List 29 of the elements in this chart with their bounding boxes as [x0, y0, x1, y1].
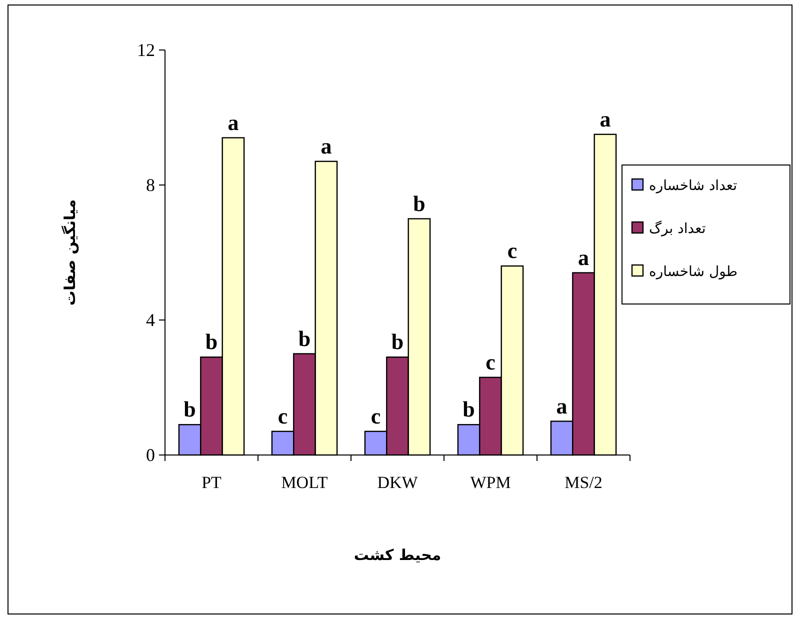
y-tick-label: 8 [146, 175, 155, 195]
data-label: b [205, 329, 218, 354]
data-label: c [278, 403, 288, 428]
data-label: b [391, 329, 404, 354]
data-label: a [228, 110, 239, 135]
data-label: b [413, 190, 426, 216]
y-tick-label: 12 [137, 40, 155, 60]
data-label: b [298, 326, 311, 351]
y-tick-label: 4 [146, 310, 155, 330]
data-label: c [507, 238, 518, 263]
data-label: b [184, 396, 196, 422]
y-tick-label: 0 [146, 445, 155, 465]
legend-label: طول شاخساره [649, 264, 738, 280]
x-tick-label: WPM [470, 473, 511, 492]
legend-label: تعداد برگ [649, 220, 706, 237]
data-label: a [600, 106, 611, 132]
data-label: c [486, 349, 496, 374]
data-label: a [556, 393, 568, 418]
legend-label: تعداد شاخساره [649, 178, 738, 194]
x-tick-label: PT [202, 473, 222, 492]
data-label: a [578, 244, 589, 270]
x-tick-label: MS/2 [564, 473, 602, 492]
x-axis-title: محیط کشت [354, 546, 442, 564]
y-axis-title: میانگین صفات [61, 199, 79, 306]
data-label: c [370, 403, 381, 428]
data-label: a [320, 133, 332, 158]
x-tick-label: DKW [377, 473, 419, 492]
data-label: b [462, 396, 475, 422]
x-tick-label: MOLT [281, 473, 328, 492]
